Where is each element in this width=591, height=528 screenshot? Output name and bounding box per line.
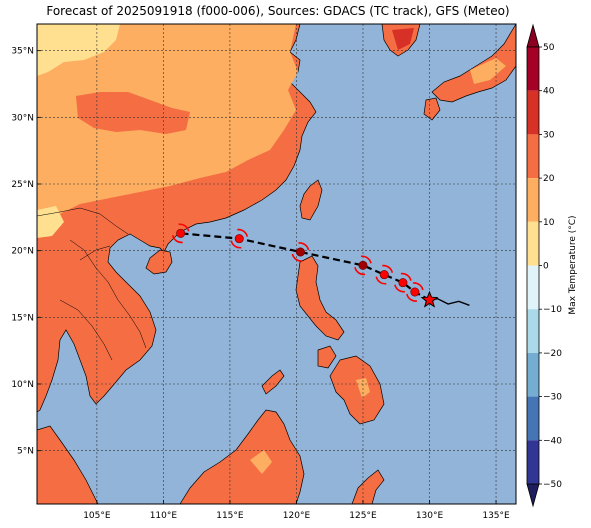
cyclone-swirl (412, 282, 424, 291)
land-japan-cool (470, 58, 506, 84)
current-position-star (420, 290, 439, 308)
land-visayas (317, 345, 337, 369)
cyclone-swirl (394, 284, 406, 293)
colorbar-band (527, 47, 539, 91)
colorbar-tick-label: 40 (543, 87, 555, 97)
track-point (358, 260, 368, 270)
country-borders (37, 207, 147, 361)
land-layer (37, 24, 516, 504)
lat-tick-label: 10°N (11, 380, 34, 390)
colorbar-band (527, 352, 539, 397)
cyclone-swirl (237, 228, 249, 237)
land-hainan (145, 249, 173, 275)
latitude-axis: 5°N 10°N 15°N 20°N 25°N 30°N 35°N (11, 47, 41, 457)
cyclone-swirl (178, 223, 190, 232)
colorbar-tick-label: −20 (543, 349, 562, 359)
cyclone-swirl (298, 242, 310, 251)
colorbar-band (527, 396, 539, 441)
colorbar-tick-label: 30 (543, 130, 555, 140)
forecast-track-line (180, 232, 431, 301)
lon-tick-label: 110°E (150, 511, 178, 521)
map-panel[interactable] (36, 23, 517, 505)
track-point (379, 270, 389, 280)
colorbar-tick-label: 50 (543, 43, 555, 53)
colorbar-tick-label: 20 (543, 174, 555, 184)
land-malay (37, 425, 99, 504)
land-borneo (179, 409, 305, 504)
lat-tick-label: 30°N (11, 113, 34, 123)
lat-tick-label: 15°N (11, 313, 34, 323)
land-borneo-cool (250, 450, 272, 474)
colorbar-tick-label: 10 (543, 218, 555, 228)
colorbar-extend-min (526, 483, 540, 508)
land-kyushu (423, 97, 441, 121)
cyclone-swirl (406, 293, 417, 302)
cyclone-track (171, 223, 470, 308)
colorbar-tick-label: 0 (543, 262, 549, 272)
cyclone-swirl (230, 240, 242, 249)
land-japan (431, 24, 516, 103)
colorbar-band (527, 309, 539, 353)
lon-tick-label: 115°E (216, 511, 244, 521)
land-interior-cool (37, 24, 120, 76)
cyclone-swirl (171, 235, 183, 244)
land-interior-cool-2 (37, 206, 64, 238)
colorbar-tick-label: −10 (543, 305, 562, 315)
lat-tick-label: 25°N (11, 180, 34, 190)
lat-tick-label: 35°N (11, 47, 34, 57)
lat-tick-label: 5°N (17, 447, 34, 457)
colorbar-label: Max Temperature (°C) (568, 215, 578, 314)
cyclone-swirl (382, 264, 394, 273)
track-point (176, 228, 186, 238)
track-point (295, 247, 305, 257)
cyclone-swirl (291, 253, 303, 262)
colorbar-band (527, 265, 539, 310)
colorbar-band (527, 90, 539, 135)
land-luzon (295, 255, 345, 341)
colorbar-extend-max (526, 23, 540, 48)
land-palawan (261, 369, 285, 395)
lon-tick-label: 105°E (83, 511, 111, 521)
land-sulawesi (351, 469, 385, 504)
longitude-axis: 105°E 110°E 115°E 120°E 125°E 130°E 135°E (83, 500, 510, 521)
colorbar-band (527, 178, 539, 222)
map-frame (36, 23, 517, 505)
page-title: Forecast of 2025091918 (f000-006), Sourc… (46, 4, 510, 18)
land-taiwan (299, 179, 323, 221)
track-point (410, 287, 420, 297)
cyclone-swirl (375, 276, 387, 285)
track-point (234, 234, 244, 244)
track-point (398, 278, 408, 288)
lon-tick-label: 125°E (349, 511, 377, 521)
colorbar-band (527, 221, 539, 266)
colorbar-band (527, 134, 539, 179)
lon-tick-label: 135°E (482, 511, 510, 521)
colorbar-tick-label: −50 (543, 480, 562, 490)
land-korea-hot (392, 28, 414, 50)
cyclone-swirl (354, 267, 366, 276)
colorbar-tick-label: −40 (543, 436, 562, 446)
land-interior-hot (76, 92, 190, 134)
lat-tick-label: 20°N (11, 247, 34, 257)
colorbar-tick-label: −30 (543, 393, 562, 403)
cyclone-swirl (400, 272, 412, 281)
colorbar-band (527, 440, 539, 484)
lon-tick-label: 120°E (283, 511, 311, 521)
cyclone-swirl (360, 255, 372, 264)
land-mindanao (329, 355, 385, 425)
lon-tick-label: 130°E (416, 511, 444, 521)
colorbar: 50 40 30 20 10 0 −10 −20 −30 −40 −50 (526, 23, 562, 508)
